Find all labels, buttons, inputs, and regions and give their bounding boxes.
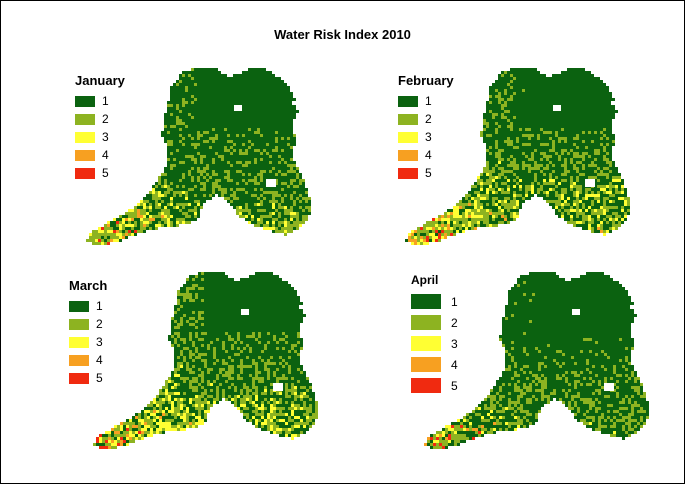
basin-raster [405,68,630,245]
legend-label: 2 [102,112,109,126]
water-body [234,105,242,111]
legend-item-april-2: 2 [411,312,458,333]
legend-item-january-4: 4 [75,146,125,164]
map-march [93,272,318,449]
legend-swatch [398,167,418,179]
legend-swatch [398,95,418,107]
legend-april: April 1 2 3 4 5 [411,273,458,396]
legend-february: February 1 2 3 4 5 [398,73,454,182]
legend-swatch [398,113,418,125]
legend-label: 2 [451,315,458,330]
map-april [424,272,649,449]
legend-swatch [398,149,418,161]
legend-label: 3 [96,335,103,349]
legend-swatch [398,131,418,143]
legend-label: 4 [96,353,103,367]
legend-item-march-3: 3 [69,333,107,351]
water-body [585,179,595,187]
legend-swatch [411,357,441,372]
legend-label: 4 [425,148,432,162]
legend-swatch [75,149,95,161]
legend-item-march-5: 5 [69,369,107,387]
legend-item-april-3: 3 [411,333,458,354]
legend-swatch [411,315,441,330]
water-body [630,305,635,309]
figure-title: Water Risk Index 2010 [274,27,411,42]
legend-swatch [69,354,89,366]
legend-swatch [75,167,95,179]
legend-swatch [411,378,441,393]
legend-item-april-1: 1 [411,291,458,312]
legend-label: 2 [425,112,432,126]
water-body [299,305,304,309]
legend-label: 3 [102,130,109,144]
legend-item-january-2: 2 [75,110,125,128]
water-body [273,383,283,391]
legend-item-february-4: 4 [398,146,454,164]
legend-label: 3 [451,336,458,351]
legend-item-february-3: 3 [398,128,454,146]
legend-title-march: March [69,278,108,293]
legend-label: 5 [102,166,109,180]
legend-swatch [69,336,89,348]
water-body [572,309,580,315]
legend-item-january-3: 3 [75,128,125,146]
legend-swatch [75,131,95,143]
legend-label: 5 [451,378,458,393]
legend-title-january: January [75,73,125,88]
basin-raster [93,272,318,449]
basin-raster [86,68,311,245]
legend-label: 1 [102,94,109,108]
legend-item-april-4: 4 [411,354,458,375]
legend-item-february-2: 2 [398,110,454,128]
basin-raster [424,272,649,449]
legend-march: March 1 2 3 4 5 [69,278,107,387]
legend-item-april-5: 5 [411,375,458,396]
legend-item-march-4: 4 [69,351,107,369]
water-body [604,383,614,391]
legend-label: 4 [451,357,458,372]
legend-label: 1 [425,94,432,108]
water-body [266,179,276,187]
legend-swatch [75,113,95,125]
legend-item-march-1: 1 [69,297,107,315]
legend-item-march-2: 2 [69,315,107,333]
legend-label: 1 [451,294,458,309]
legend-label: 4 [102,148,109,162]
legend-item-january-5: 5 [75,164,125,182]
water-body [241,309,249,315]
legend-label: 5 [425,166,432,180]
map-january [86,68,311,245]
legend-item-february-5: 5 [398,164,454,182]
legend-title-april: April [411,273,439,287]
legend-swatch [411,336,441,351]
legend-swatch [69,300,89,312]
water-body [611,101,616,105]
legend-item-february-1: 1 [398,92,454,110]
water-body [553,105,561,111]
legend-item-january-1: 1 [75,92,125,110]
legend-swatch [69,372,89,384]
legend-title-february: February [398,73,454,88]
legend-label: 1 [96,299,103,313]
water-body [292,101,297,105]
legend-january: January 1 2 3 4 5 [75,73,125,182]
legend-swatch [411,294,441,309]
map-february [405,68,630,245]
legend-swatch [75,95,95,107]
legend-swatch [69,318,89,330]
legend-label: 2 [96,317,103,331]
legend-label: 3 [425,130,432,144]
legend-label: 5 [96,371,103,385]
